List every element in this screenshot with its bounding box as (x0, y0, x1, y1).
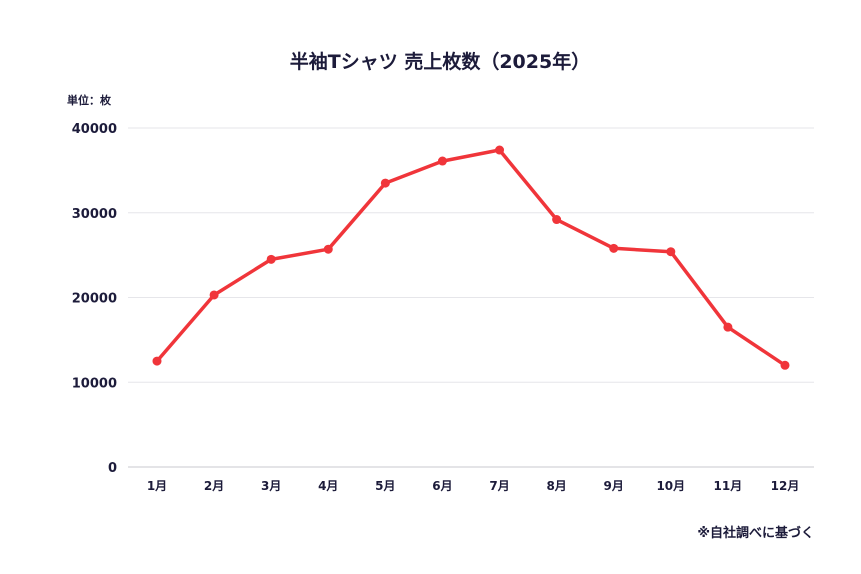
data-point (780, 360, 790, 370)
y-tick-label: 30000 (72, 207, 117, 222)
y-tick-label: 0 (108, 461, 117, 476)
x-tick-label: 8月 (546, 479, 566, 493)
series-layer (152, 145, 790, 370)
data-point (723, 322, 733, 332)
unit-label: 単位：枚 (67, 93, 112, 107)
x-tick-label: 7月 (489, 479, 509, 493)
x-tick-label: 12月 (771, 479, 800, 493)
y-tick-label: 10000 (72, 376, 117, 391)
x-tick-label: 4月 (318, 479, 338, 493)
x-tick-label: 10月 (656, 479, 685, 493)
data-point (609, 243, 619, 253)
x-tick-label: 5月 (375, 479, 395, 493)
source-note: ※自社調べに基づく (697, 525, 814, 541)
data-point (552, 215, 562, 225)
x-axis-ticks: 1月 2月 3月 4月 5月 6月 7月 8月 9月 10月 11月 12月 (147, 479, 800, 493)
chart-title: 半袖Tシャツ 売上枚数（2025年） (290, 50, 590, 73)
data-point (209, 290, 219, 300)
x-tick-label: 9月 (604, 479, 624, 493)
x-tick-label: 2月 (204, 479, 224, 493)
data-point (266, 254, 276, 264)
y-tick-label: 20000 (72, 292, 117, 307)
data-point (380, 178, 390, 188)
x-tick-label: 3月 (261, 479, 281, 493)
series-line (155, 148, 787, 368)
data-point (323, 244, 333, 254)
x-tick-label: 1月 (147, 479, 167, 493)
data-point (437, 156, 447, 166)
y-axis-ticks: 0 10000 20000 30000 40000 (72, 122, 117, 476)
data-point (666, 247, 676, 257)
data-point (152, 356, 162, 366)
data-point (495, 145, 505, 155)
x-tick-label: 11月 (714, 479, 743, 493)
x-tick-label: 6月 (432, 479, 452, 493)
gridlines (128, 127, 814, 468)
y-tick-label: 40000 (72, 122, 117, 137)
